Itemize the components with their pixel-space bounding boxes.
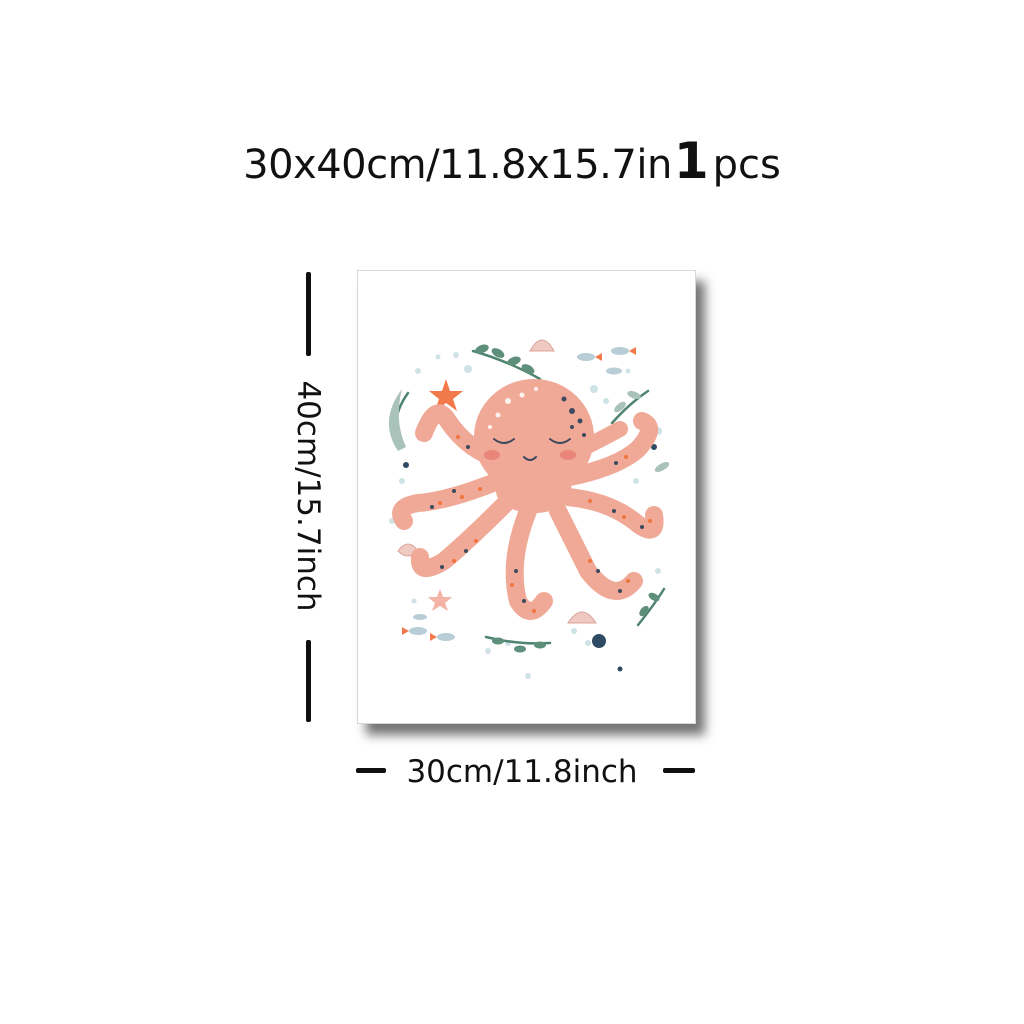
- octopus-illustration: [388, 339, 670, 679]
- tentacle-orange-dots: [438, 435, 652, 613]
- width-dimension-left-line: [356, 768, 386, 773]
- quantity-number: 1: [673, 132, 709, 190]
- octopus-head: [474, 379, 594, 495]
- width-dimension-right-line: [663, 768, 695, 773]
- poster-print: [357, 270, 696, 724]
- width-label: 30cm/11.8inch: [406, 754, 638, 790]
- product-title: 30x40cm/11.8x15.7in1 pcs: [0, 136, 1024, 186]
- starfish-icon: [428, 379, 463, 611]
- seaweed-light: [388, 389, 670, 473]
- height-dimension-top-line: [306, 272, 311, 356]
- seaweed-leaves: [475, 344, 660, 653]
- octopus-face: [484, 438, 576, 461]
- navy-dots: [403, 444, 657, 672]
- tentacle-navy-dots: [430, 445, 644, 603]
- height-label: 40cm/15.7inch: [290, 380, 326, 612]
- quantity-unit: pcs: [712, 142, 781, 188]
- head-navy-spots: [561, 396, 586, 437]
- fish-icons: [402, 347, 636, 641]
- height-dimension-bottom-line: [306, 640, 311, 722]
- size-text: 30x40cm/11.8x15.7in: [243, 142, 672, 188]
- head-spots: [488, 387, 538, 429]
